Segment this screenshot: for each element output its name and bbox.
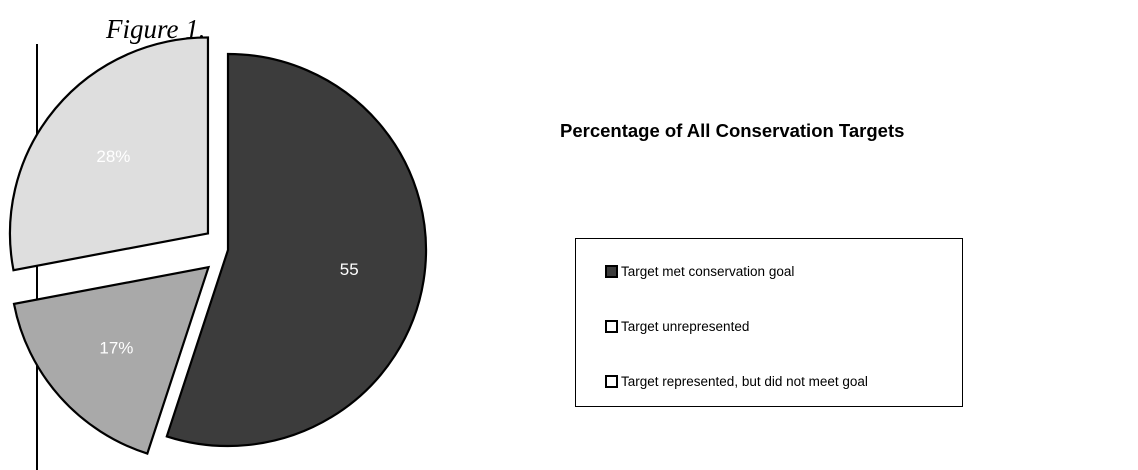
legend-label-goal-not-met: Target represented, but did not meet goa…: [621, 373, 868, 389]
pie-chart: 55 17% 28%: [8, 36, 428, 455]
legend-item-goal-met: Target met conservation goal: [605, 261, 794, 281]
legend-swatch-goal-not-met: [605, 374, 618, 388]
legend-swatch-unrepresented: [605, 319, 618, 333]
pie-slice-unrepresented: [12, 265, 211, 455]
legend-label-goal-met: Target met conservation goal: [621, 263, 795, 279]
legend-label-unrepresented: Target unrepresented: [621, 318, 750, 334]
pie-slice-goal-not-met: [8, 36, 210, 272]
slice-label-goal-not-met: 28%: [96, 147, 130, 166]
slice-label-goal-met: 55: [340, 260, 359, 279]
pie-slice-goal-met: [165, 52, 428, 448]
chart-legend: Target met conservation goal Target unre…: [575, 238, 963, 407]
legend-item-unrepresented: Target unrepresented: [605, 316, 749, 336]
legend-item-goal-not-met: Target represented, but did not meet goa…: [605, 371, 868, 391]
chart-title: Percentage of All Conservation Targets: [560, 120, 905, 141]
slice-label-unrepresented: 17%: [99, 339, 133, 358]
legend-swatch-goal-met: [605, 264, 618, 278]
